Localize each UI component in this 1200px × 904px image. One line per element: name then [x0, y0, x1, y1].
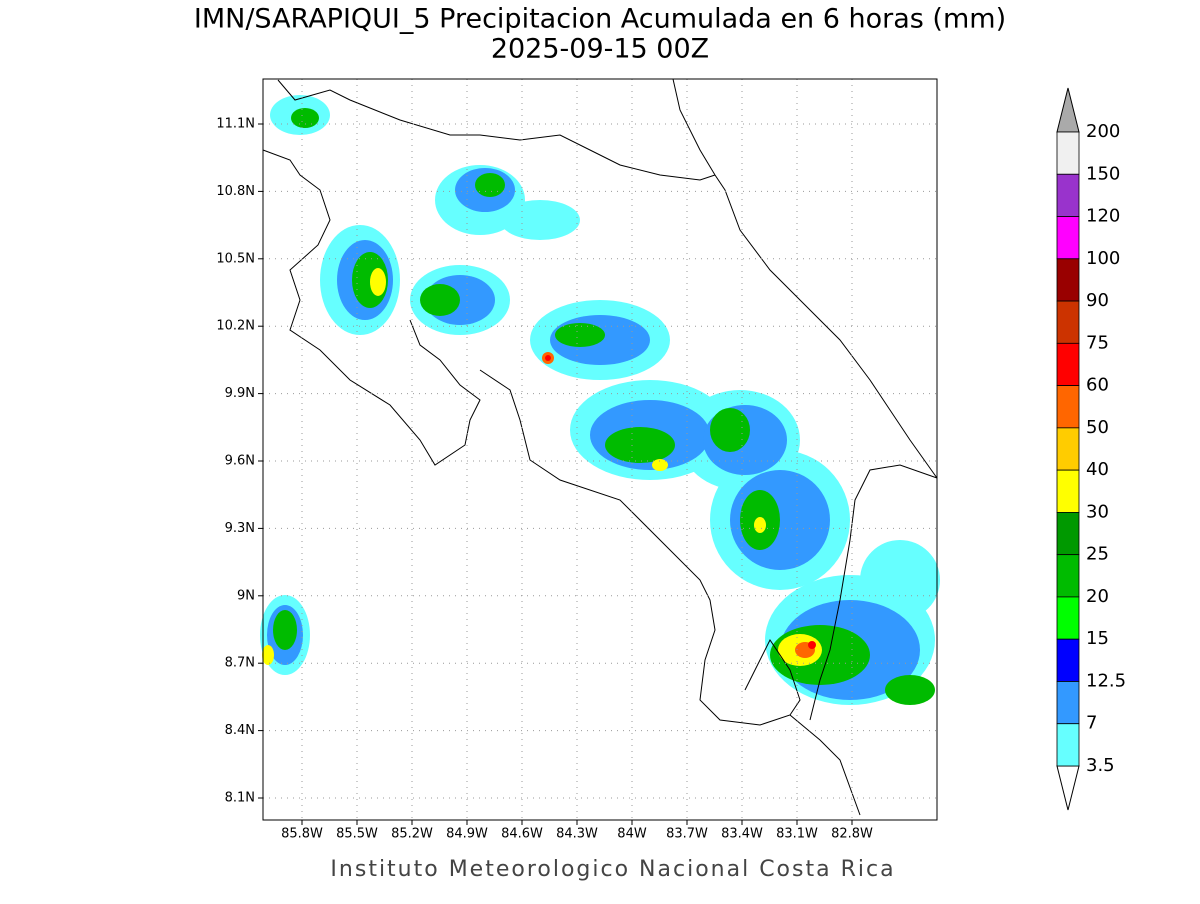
lon-label: 83.4W: [721, 827, 763, 842]
lat-label: 9.3N: [225, 521, 255, 536]
lon-label: 82.8W: [831, 827, 873, 842]
colorbar-box: [1056, 469, 1080, 513]
colorbar-label: 20: [1086, 586, 1109, 607]
lat-label: 11.1N: [216, 117, 255, 132]
lat-label: 10.8N: [216, 184, 255, 199]
lat-label: 9.9N: [225, 386, 255, 401]
colorbar-box: [1056, 638, 1080, 682]
colorbar-label: 200: [1086, 121, 1120, 142]
colorbar-box: [1056, 681, 1080, 725]
lon-label: 84W: [617, 827, 647, 842]
colorbar-box: [1056, 216, 1080, 260]
colorbar-box: [1056, 385, 1080, 429]
colorbar-box: [1056, 512, 1080, 556]
lon-label: 85.5W: [336, 827, 378, 842]
precipitation-field: [260, 95, 940, 705]
lon-label: 83.7W: [666, 827, 708, 842]
lat-label: 10.5N: [216, 251, 255, 266]
lat-label: 9N: [237, 588, 255, 603]
colorbar-box: [1056, 596, 1080, 640]
coastlines: [262, 78, 938, 816]
colorbar-box: [1056, 173, 1080, 217]
colorbar-box: [1056, 258, 1080, 302]
colorbar-label: 25: [1086, 544, 1109, 565]
colorbar-label: 12.5: [1086, 670, 1126, 691]
colorbar: 200 150 120 100 90 75 60 50 40 30 25 20 15 12.5 7 3.5: [1056, 87, 1126, 811]
colorbar-label: 40: [1086, 459, 1109, 480]
colorbar-label: 150: [1086, 163, 1120, 184]
colorbar-over: [1056, 87, 1080, 133]
lon-label: 84.3W: [556, 827, 598, 842]
graticule: 11.1N 10.8N 10.5N 10.2N 9.9N 9.6N 9.3N 9N 8.7N 8.…: [216, 79, 937, 842]
colorbar-label: 3.5: [1086, 755, 1115, 776]
lon-label: 84.6W: [501, 827, 543, 842]
colorbar-label: 120: [1086, 206, 1120, 227]
colorbar-label: 7: [1086, 713, 1097, 734]
colorbar-label: 75: [1086, 332, 1109, 353]
colorbar-label: 30: [1086, 501, 1109, 522]
colorbar-label: 100: [1086, 248, 1120, 269]
colorbar-box: [1056, 427, 1080, 471]
colorbar-label: 90: [1086, 290, 1109, 311]
subtitle: 2025-09-15 00Z: [491, 34, 709, 65]
lat-label: 9.6N: [225, 454, 255, 469]
colorbar-box: [1056, 131, 1080, 175]
colorbar-box: [1056, 342, 1080, 387]
colorbar-label: 60: [1086, 375, 1109, 396]
lat-label: 8.1N: [225, 791, 255, 806]
colorbar-box: [1056, 300, 1080, 344]
colorbar-label: 15: [1086, 628, 1109, 649]
lat-label: 10.2N: [216, 319, 255, 334]
colorbar-under: [1056, 765, 1080, 811]
colorbar-label: 50: [1086, 417, 1109, 438]
lat-label: 8.7N: [225, 656, 255, 671]
lon-label: 85.8W: [281, 827, 323, 842]
credit: Instituto Meteorologico Nacional Costa R…: [330, 857, 895, 882]
colorbar-box: [1056, 723, 1080, 767]
lon-label: 85.2W: [391, 827, 433, 842]
lon-label: 84.9W: [446, 827, 488, 842]
lon-label: 83.1W: [776, 827, 818, 842]
map-frame: [262, 78, 938, 821]
colorbar-box: [1056, 554, 1080, 598]
lat-label: 8.4N: [225, 723, 255, 738]
title: IMN/SARAPIQUI_5 Precipitacion Acumulada …: [194, 4, 1006, 35]
